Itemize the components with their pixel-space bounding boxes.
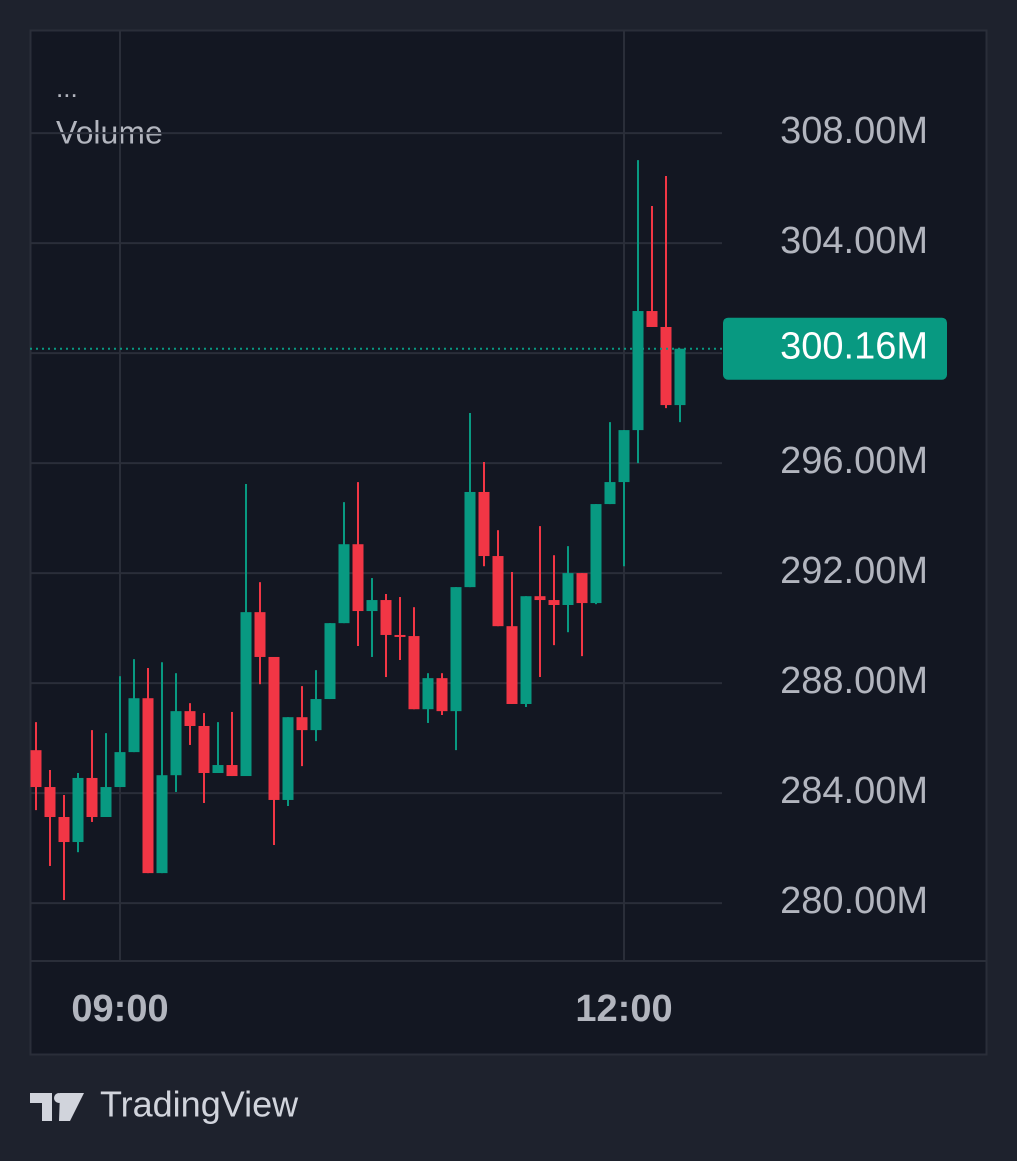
candle-body [352,544,364,612]
y-tick-label: 280.00M [780,880,928,922]
candle-body [520,596,532,704]
candle-body [58,817,70,843]
y-tick-label: 308.00M [780,110,928,152]
candle-body [604,482,616,505]
candle-body [296,717,308,731]
candle-body [212,765,224,774]
candle-body [184,711,196,726]
candle-body [324,623,336,700]
candle-body [114,752,126,788]
candle-body [338,544,350,624]
y-tick-label: 284.00M [780,770,928,812]
candle-body [72,777,84,843]
candle-body [254,612,266,657]
candle-body [394,634,406,637]
candle-body [226,765,238,777]
brand-name: TradingView [100,1084,299,1125]
candle-body [450,587,462,712]
candle-body [548,600,560,605]
candle-body [142,698,154,874]
candle-body [408,636,420,710]
brand: TradingView [30,1084,299,1125]
candle-body [478,491,490,557]
candle-body [156,775,168,874]
x-tick-label: 12:00 [575,988,672,1030]
candle-body [86,777,98,818]
candles [30,160,686,901]
candle-body [310,699,322,731]
candle-body [590,504,602,604]
candle-body [562,573,574,605]
y-tick-label: 296.00M [780,440,928,482]
candle-body [170,711,182,776]
candle-body [366,600,378,612]
last-price-label: 300.16M [780,326,928,368]
candle-body [674,348,686,406]
y-tick-label: 304.00M [780,220,928,262]
candle-body [646,311,658,327]
brand-logo-dot [54,1093,64,1103]
candle-body [128,698,140,753]
candle-body [44,787,56,818]
candle-body [422,678,434,710]
x-tick-label: 09:00 [71,988,168,1030]
candle-body [100,787,112,818]
last-price-badge [723,317,947,380]
candle-body [534,596,546,601]
candle-body [632,311,644,431]
candle-body [30,750,42,788]
candle-body [282,717,294,800]
candle-body [576,573,588,604]
y-tick-label: 292.00M [780,550,928,592]
candle-body [660,326,672,406]
candle-body [198,725,210,774]
menu-dots[interactable]: ... [56,73,78,103]
candle-body [240,612,252,777]
grid [30,30,722,960]
candle-body [380,600,392,635]
candle-body [436,678,448,712]
candle-body [464,491,476,588]
candle-body [492,556,504,627]
candle-body [618,430,630,483]
brand-logo [30,1093,84,1121]
y-tick-label: 288.00M [780,660,928,702]
candle-body [506,626,518,704]
chart-panel [29,29,988,1056]
candle-body [268,656,280,800]
